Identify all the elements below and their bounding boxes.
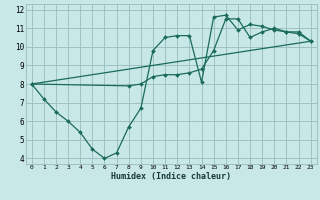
X-axis label: Humidex (Indice chaleur): Humidex (Indice chaleur) xyxy=(111,172,231,181)
